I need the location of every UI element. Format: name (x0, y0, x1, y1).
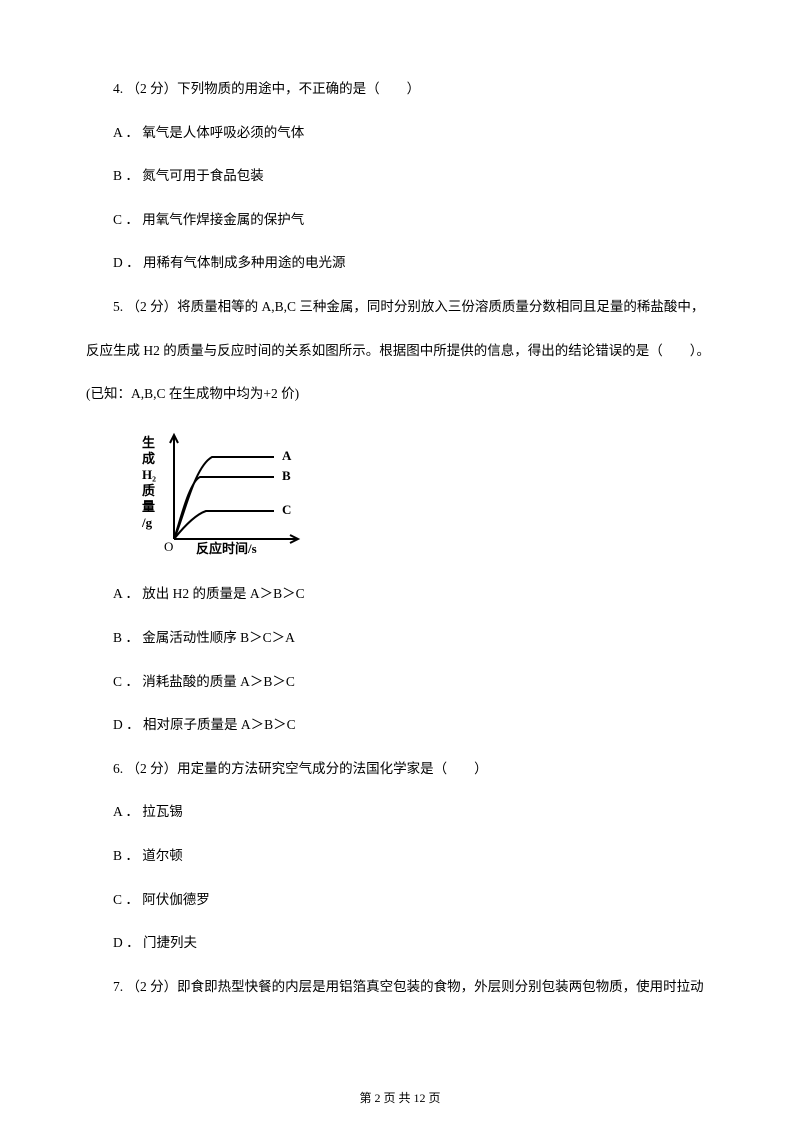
label-c: C (282, 502, 291, 517)
axes (170, 435, 298, 543)
ylab-2: H₂ (142, 467, 156, 482)
q4-option-a: A ． 氧气是人体呼吸必须的气体 (86, 122, 714, 144)
q7-stem: 7. （2 分）即食即热型快餐的内层是用铝箔真空包装的食物，外层则分别包装两包物… (86, 976, 714, 998)
ylab-5: /g (141, 515, 153, 530)
q5-option-d: D ． 相对原子质量是 A＞B＞C (86, 714, 714, 736)
curve-c (174, 511, 274, 539)
q4-option-b: B ． 氮气可用于食品包装 (86, 165, 714, 187)
curve-a (174, 457, 274, 539)
origin-label: O (164, 539, 173, 554)
curve-b (174, 477, 274, 539)
page-body: 4. （2 分）下列物质的用途中，不正确的是（ ） A ． 氧气是人体呼吸必须的… (0, 0, 800, 997)
q6-option-a: A ． 拉瓦锡 (86, 801, 714, 823)
chart-svg: A B C 生 成 H₂ 质 量 /g O 反应时间/s (134, 427, 306, 555)
q5-option-a: A ． 放出 H2 的质量是 A＞B＞C (86, 583, 714, 605)
q5-stem-line2: 反应生成 H2 的质量与反应时间的关系如图所示。根据图中所提供的信息，得出的结论… (86, 340, 714, 362)
label-a: A (282, 448, 292, 463)
y-axis-label: 生 成 H₂ 质 量 /g (141, 435, 156, 530)
ylab-3: 质 (142, 483, 155, 498)
q5-option-c: C ． 消耗盐酸的质量 A＞B＞C (86, 671, 714, 693)
q6-option-c: C ． 阿伏伽德罗 (86, 889, 714, 911)
q6-option-b: B ． 道尔顿 (86, 845, 714, 867)
q4-option-c: C ． 用氧气作焊接金属的保护气 (86, 209, 714, 231)
q5-chart: A B C 生 成 H₂ 质 量 /g O 反应时间/s (134, 427, 714, 562)
q4-option-d: D ． 用稀有气体制成多种用途的电光源 (86, 252, 714, 274)
curves (174, 457, 274, 539)
curve-labels: A B C (282, 448, 292, 517)
x-axis-label: 反应时间/s (196, 541, 257, 555)
ylab-0: 生 (142, 435, 155, 450)
ylab-1: 成 (142, 451, 155, 466)
page-footer: 第 2 页 共 12 页 (0, 1089, 800, 1106)
q6-option-d: D ． 门捷列夫 (86, 932, 714, 954)
q5-option-b: B ． 金属活动性顺序 B＞C＞A (86, 627, 714, 649)
q6-stem: 6. （2 分）用定量的方法研究空气成分的法国化学家是（ ） (86, 758, 714, 780)
q5-stem-line1: 5. （2 分）将质量相等的 A,B,C 三种金属，同时分别放入三份溶质质量分数… (86, 296, 714, 318)
q4-stem: 4. （2 分）下列物质的用途中，不正确的是（ ） (86, 78, 714, 100)
ylab-4: 量 (142, 499, 155, 514)
label-b: B (282, 468, 291, 483)
q5-stem-line3: (已知：A,B,C 在生成物中均为+2 价) (86, 383, 714, 405)
